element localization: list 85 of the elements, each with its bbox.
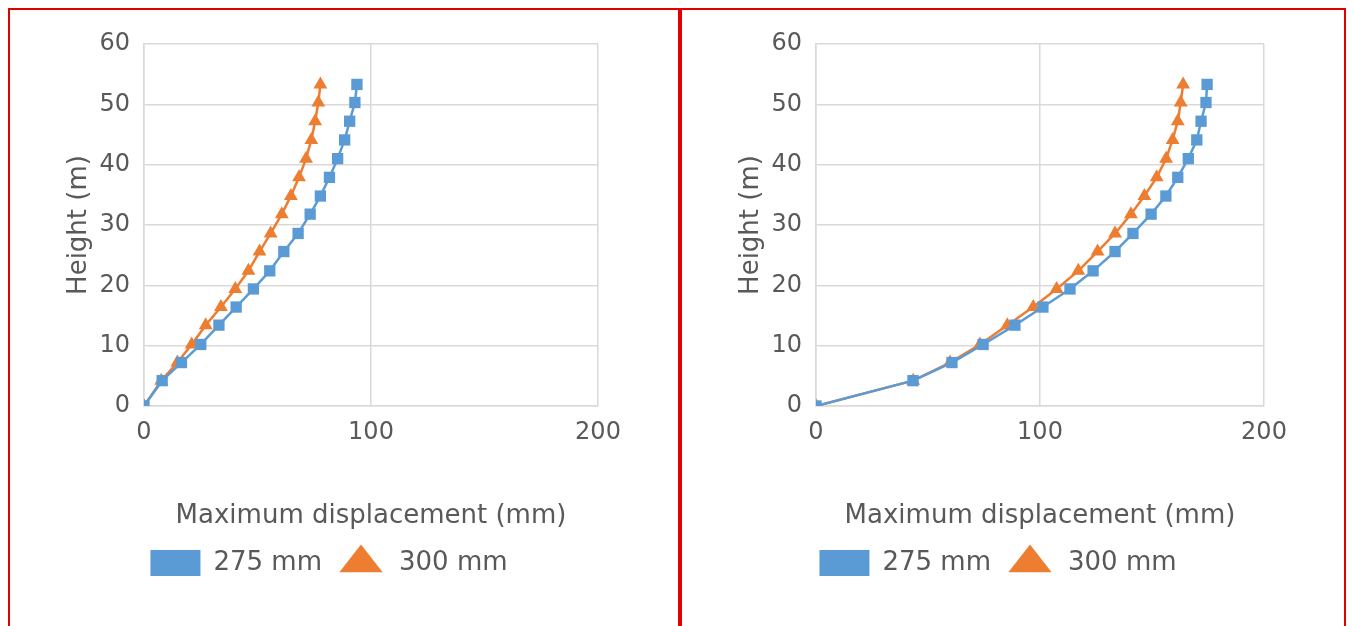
y-tick-label: 30: [771, 209, 802, 238]
point: [323, 171, 336, 183]
point: [311, 94, 326, 107]
point: [1090, 243, 1105, 256]
x-tick-label: 200: [1241, 416, 1287, 445]
point: [1108, 225, 1122, 238]
point: [292, 169, 306, 182]
point: [1137, 188, 1152, 201]
point: [247, 283, 260, 295]
y-tick-label: 20: [99, 269, 130, 298]
y-tick-label: 40: [771, 148, 802, 177]
y-tick-label: 60: [771, 28, 802, 57]
point: [1037, 301, 1049, 313]
y-tick-label: 20: [771, 269, 802, 298]
point: [977, 338, 989, 351]
y-tick-label: 10: [99, 329, 130, 358]
point: [1109, 245, 1121, 258]
x-tick-label: 100: [1017, 416, 1063, 445]
point: [278, 245, 290, 258]
y-axis-title: Height (m): [734, 155, 765, 295]
point: [351, 78, 363, 91]
y-tick-label: 50: [771, 88, 802, 117]
point: [252, 243, 267, 256]
point: [1182, 152, 1194, 165]
legend-label: 300 mm: [399, 545, 508, 576]
point: [1009, 319, 1021, 331]
point: [263, 225, 278, 238]
point: [1049, 280, 1064, 293]
point: [1159, 150, 1174, 163]
point: [1149, 169, 1164, 182]
legend-label: 275 mm: [882, 545, 991, 576]
point: [1195, 115, 1207, 127]
y-tick-label: 0: [786, 390, 802, 419]
point: [313, 76, 328, 89]
point: [1172, 171, 1184, 183]
point: [230, 301, 242, 313]
x-axis-title: Maximum displacement (mm): [844, 499, 1236, 530]
point: [1173, 94, 1188, 107]
point: [314, 190, 327, 202]
point: [198, 317, 213, 330]
point: [344, 115, 356, 127]
point: [1160, 190, 1172, 202]
point: [331, 152, 344, 165]
point: [308, 113, 323, 126]
point: [339, 134, 351, 146]
point: [1145, 208, 1157, 220]
y-tick-label: 0: [114, 390, 130, 419]
point: [1087, 265, 1099, 277]
point: [213, 319, 225, 331]
point: [241, 262, 256, 275]
point: [1064, 283, 1076, 295]
point: [264, 265, 276, 277]
y-tick-label: 10: [771, 329, 802, 358]
point: [304, 131, 319, 144]
legend-label: 300 mm: [1068, 545, 1177, 576]
point: [304, 208, 316, 220]
y-axis-title: Height (m): [62, 155, 93, 295]
point: [1191, 134, 1203, 146]
point: [1170, 113, 1185, 126]
x-tick-label: 0: [808, 416, 824, 445]
point: [1200, 96, 1212, 109]
point: [214, 299, 228, 312]
point: [1071, 262, 1086, 275]
point: [274, 206, 289, 219]
y-tick-label: 30: [99, 209, 130, 238]
point: [228, 280, 243, 293]
y-tick-label: 40: [99, 148, 130, 177]
x-axis-title: Maximum displacement (mm): [175, 499, 567, 530]
point: [195, 338, 207, 351]
y-tick-label: 50: [99, 88, 130, 117]
x-tick-label: 200: [575, 416, 621, 445]
x-tick-label: 100: [348, 416, 394, 445]
point: [1176, 76, 1191, 89]
point: [349, 96, 361, 109]
point: [1201, 78, 1213, 91]
point: [283, 188, 298, 201]
point: [1124, 206, 1138, 219]
point: [1127, 227, 1139, 240]
x-tick-label: 0: [136, 416, 152, 445]
point: [292, 227, 304, 240]
point: [299, 150, 314, 163]
point: [175, 356, 188, 369]
legend-label: 275 mm: [213, 545, 322, 576]
point: [1165, 131, 1180, 144]
y-tick-label: 60: [99, 28, 130, 57]
